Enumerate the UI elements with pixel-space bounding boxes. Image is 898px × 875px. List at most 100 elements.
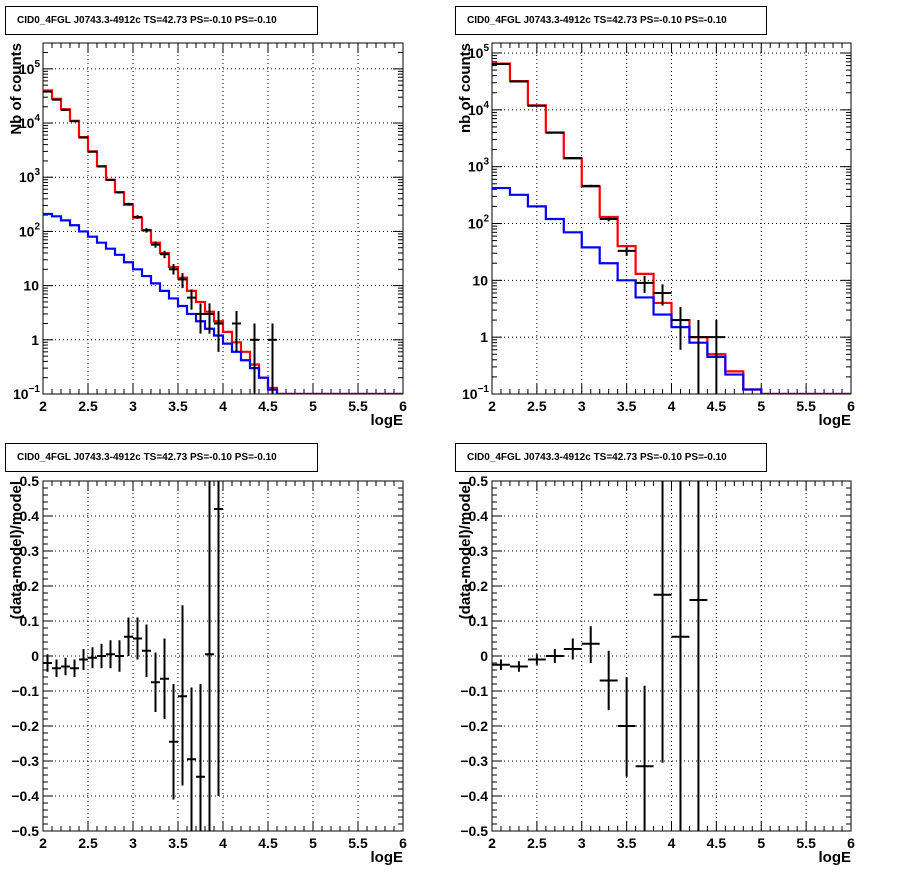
chart-title-box [455, 6, 767, 35]
y-axis-title: (data-model)/model [457, 481, 474, 619]
x-tick-labels: 2 2.5 3 3.5 4 4.5 5 5.5 6 [39, 835, 407, 851]
x-tick-label: 3.5 [617, 398, 637, 414]
chart-pad-4: CID0_4FGL J0743.3-4912c TS=42.73 PS=-0.1… [455, 443, 855, 866]
chart-title: CID0_4FGL J0743.3-4912c TS=42.73 PS=-0.1… [467, 15, 727, 26]
x-tick-label: 3.5 [617, 835, 637, 851]
x-tick-label: 5 [757, 398, 765, 414]
y-tick-labels: −0.5 −0.4 −0.3 −0.2 −0.1 0 0.1 0.2 0.3 0.4 0.5 [11, 473, 39, 839]
x-axis-title: logE [819, 849, 852, 866]
x-tick-label: 6 [847, 398, 855, 414]
y-tick-labels: 10−1 1 10 102 103 104 105 [462, 43, 489, 402]
y-tick-label: −0.4 [460, 788, 488, 804]
x-tick-label: 4 [219, 835, 227, 851]
chart-title-box [455, 443, 767, 472]
x-axis-title: logE [371, 849, 404, 866]
y-tick-label: 0.5 [20, 473, 40, 489]
model-series-1 [492, 62, 851, 394]
y-tick-label: 10−1 [462, 384, 489, 402]
x-tick-label: 2 [39, 835, 47, 851]
y-tick-label: 0.2 [469, 578, 489, 594]
chart-pad-2: CID0_4FGL J0743.3-4912c TS=42.73 PS=-0.1… [455, 6, 855, 429]
y-tick-label: 0.1 [469, 613, 489, 629]
x-tick-label: 3.5 [168, 398, 188, 414]
x-tick-label: 5.5 [348, 835, 368, 851]
x-tick-label: 4 [668, 835, 676, 851]
x-tick-label: 6 [399, 835, 407, 851]
axis-ticks [42, 42, 404, 395]
y-tick-label: 0.2 [20, 578, 40, 594]
x-axis-title: logE [819, 412, 852, 429]
y-tick-label: 10 [472, 272, 488, 288]
x-tick-label: 2.5 [527, 398, 547, 414]
x-tick-label: 4.5 [258, 398, 278, 414]
y-tick-label: −0.1 [11, 683, 39, 699]
data-points [43, 90, 277, 394]
data-layer [492, 481, 708, 831]
x-tick-label: 4.5 [707, 398, 727, 414]
y-tick-label: −0.1 [460, 683, 488, 699]
x-tick-labels: 2 2.5 3 3.5 4 4.5 5 5.5 6 [39, 398, 407, 414]
data-layer [43, 481, 223, 831]
y-tick-label: 0.4 [20, 508, 40, 524]
y-tick-labels: 10−1 1 10 102 103 104 105 [13, 59, 40, 402]
x-tick-label: 2.5 [527, 835, 547, 851]
x-tick-label: 5.5 [348, 398, 368, 414]
y-tick-label: 103 [19, 167, 41, 185]
chart-title: CID0_4FGL J0743.3-4912c TS=42.73 PS=-0.1… [17, 452, 277, 463]
y-tick-label: 10 [23, 278, 39, 294]
y-tick-label: 0.4 [469, 508, 489, 524]
x-tick-label: 3 [578, 398, 586, 414]
x-axis-title: logE [371, 412, 404, 429]
y-tick-label: −0.5 [460, 823, 488, 839]
x-tick-label: 6 [399, 398, 407, 414]
x-tick-label: 3 [129, 835, 137, 851]
x-tick-label: 2.5 [78, 835, 98, 851]
y-tick-label: 1 [31, 332, 39, 348]
data-layer [492, 62, 851, 394]
x-tick-label: 6 [847, 835, 855, 851]
axis-ticks [491, 43, 852, 395]
y-axis-title: (data-model)/model [8, 481, 25, 619]
data-points [492, 481, 708, 831]
y-tick-label: −0.3 [460, 753, 488, 769]
y-tick-label: −0.5 [11, 823, 39, 839]
chart-title-box [5, 443, 318, 472]
y-axis-title: nb of counts [457, 43, 474, 133]
y-tick-label: 0 [31, 648, 39, 664]
x-tick-label: 2 [39, 398, 47, 414]
x-tick-label: 5 [757, 835, 765, 851]
chart-pad-1: CID0_4FGL J0743.3-4912c TS=42.73 PS=-0.1… [5, 6, 407, 429]
x-tick-label: 4 [668, 398, 676, 414]
x-tick-label: 4.5 [707, 835, 727, 851]
x-tick-label: 3 [129, 398, 137, 414]
y-tick-label: 105 [468, 43, 490, 61]
y-tick-label: −0.3 [11, 753, 39, 769]
y-tick-label: 104 [19, 113, 41, 131]
y-tick-label: −0.4 [11, 788, 39, 804]
axis-ticks [42, 480, 404, 832]
y-tick-label: 0.3 [469, 543, 489, 559]
y-tick-labels: −0.5 −0.4 −0.3 −0.2 −0.1 0 0.1 0.2 0.3 0.4 0.5 [460, 473, 488, 839]
grid [43, 481, 403, 831]
data-points [43, 481, 223, 831]
x-tick-label: 2 [488, 835, 496, 851]
x-tick-label: 4.5 [258, 835, 278, 851]
model-series-2 [492, 186, 851, 394]
data-layer [43, 89, 403, 394]
y-tick-label: 0.3 [20, 543, 40, 559]
chart-title-box [5, 6, 318, 35]
y-tick-label: 1 [480, 329, 488, 345]
x-tick-labels: 2 2.5 3 3.5 4 4.5 5 5.5 6 [488, 835, 855, 851]
y-tick-label: 10−1 [13, 384, 40, 402]
x-tick-label: 2 [488, 398, 496, 414]
y-tick-label: 103 [468, 157, 490, 175]
y-tick-label: 105 [19, 59, 41, 77]
y-tick-label: −0.2 [11, 718, 39, 734]
y-tick-label: 0.1 [20, 613, 40, 629]
y-tick-label: 0 [480, 648, 488, 664]
y-tick-label: 0.5 [469, 473, 489, 489]
x-tick-label: 3 [578, 835, 586, 851]
chart-pad-3: CID0_4FGL J0743.3-4912c TS=42.73 PS=-0.1… [5, 443, 407, 866]
